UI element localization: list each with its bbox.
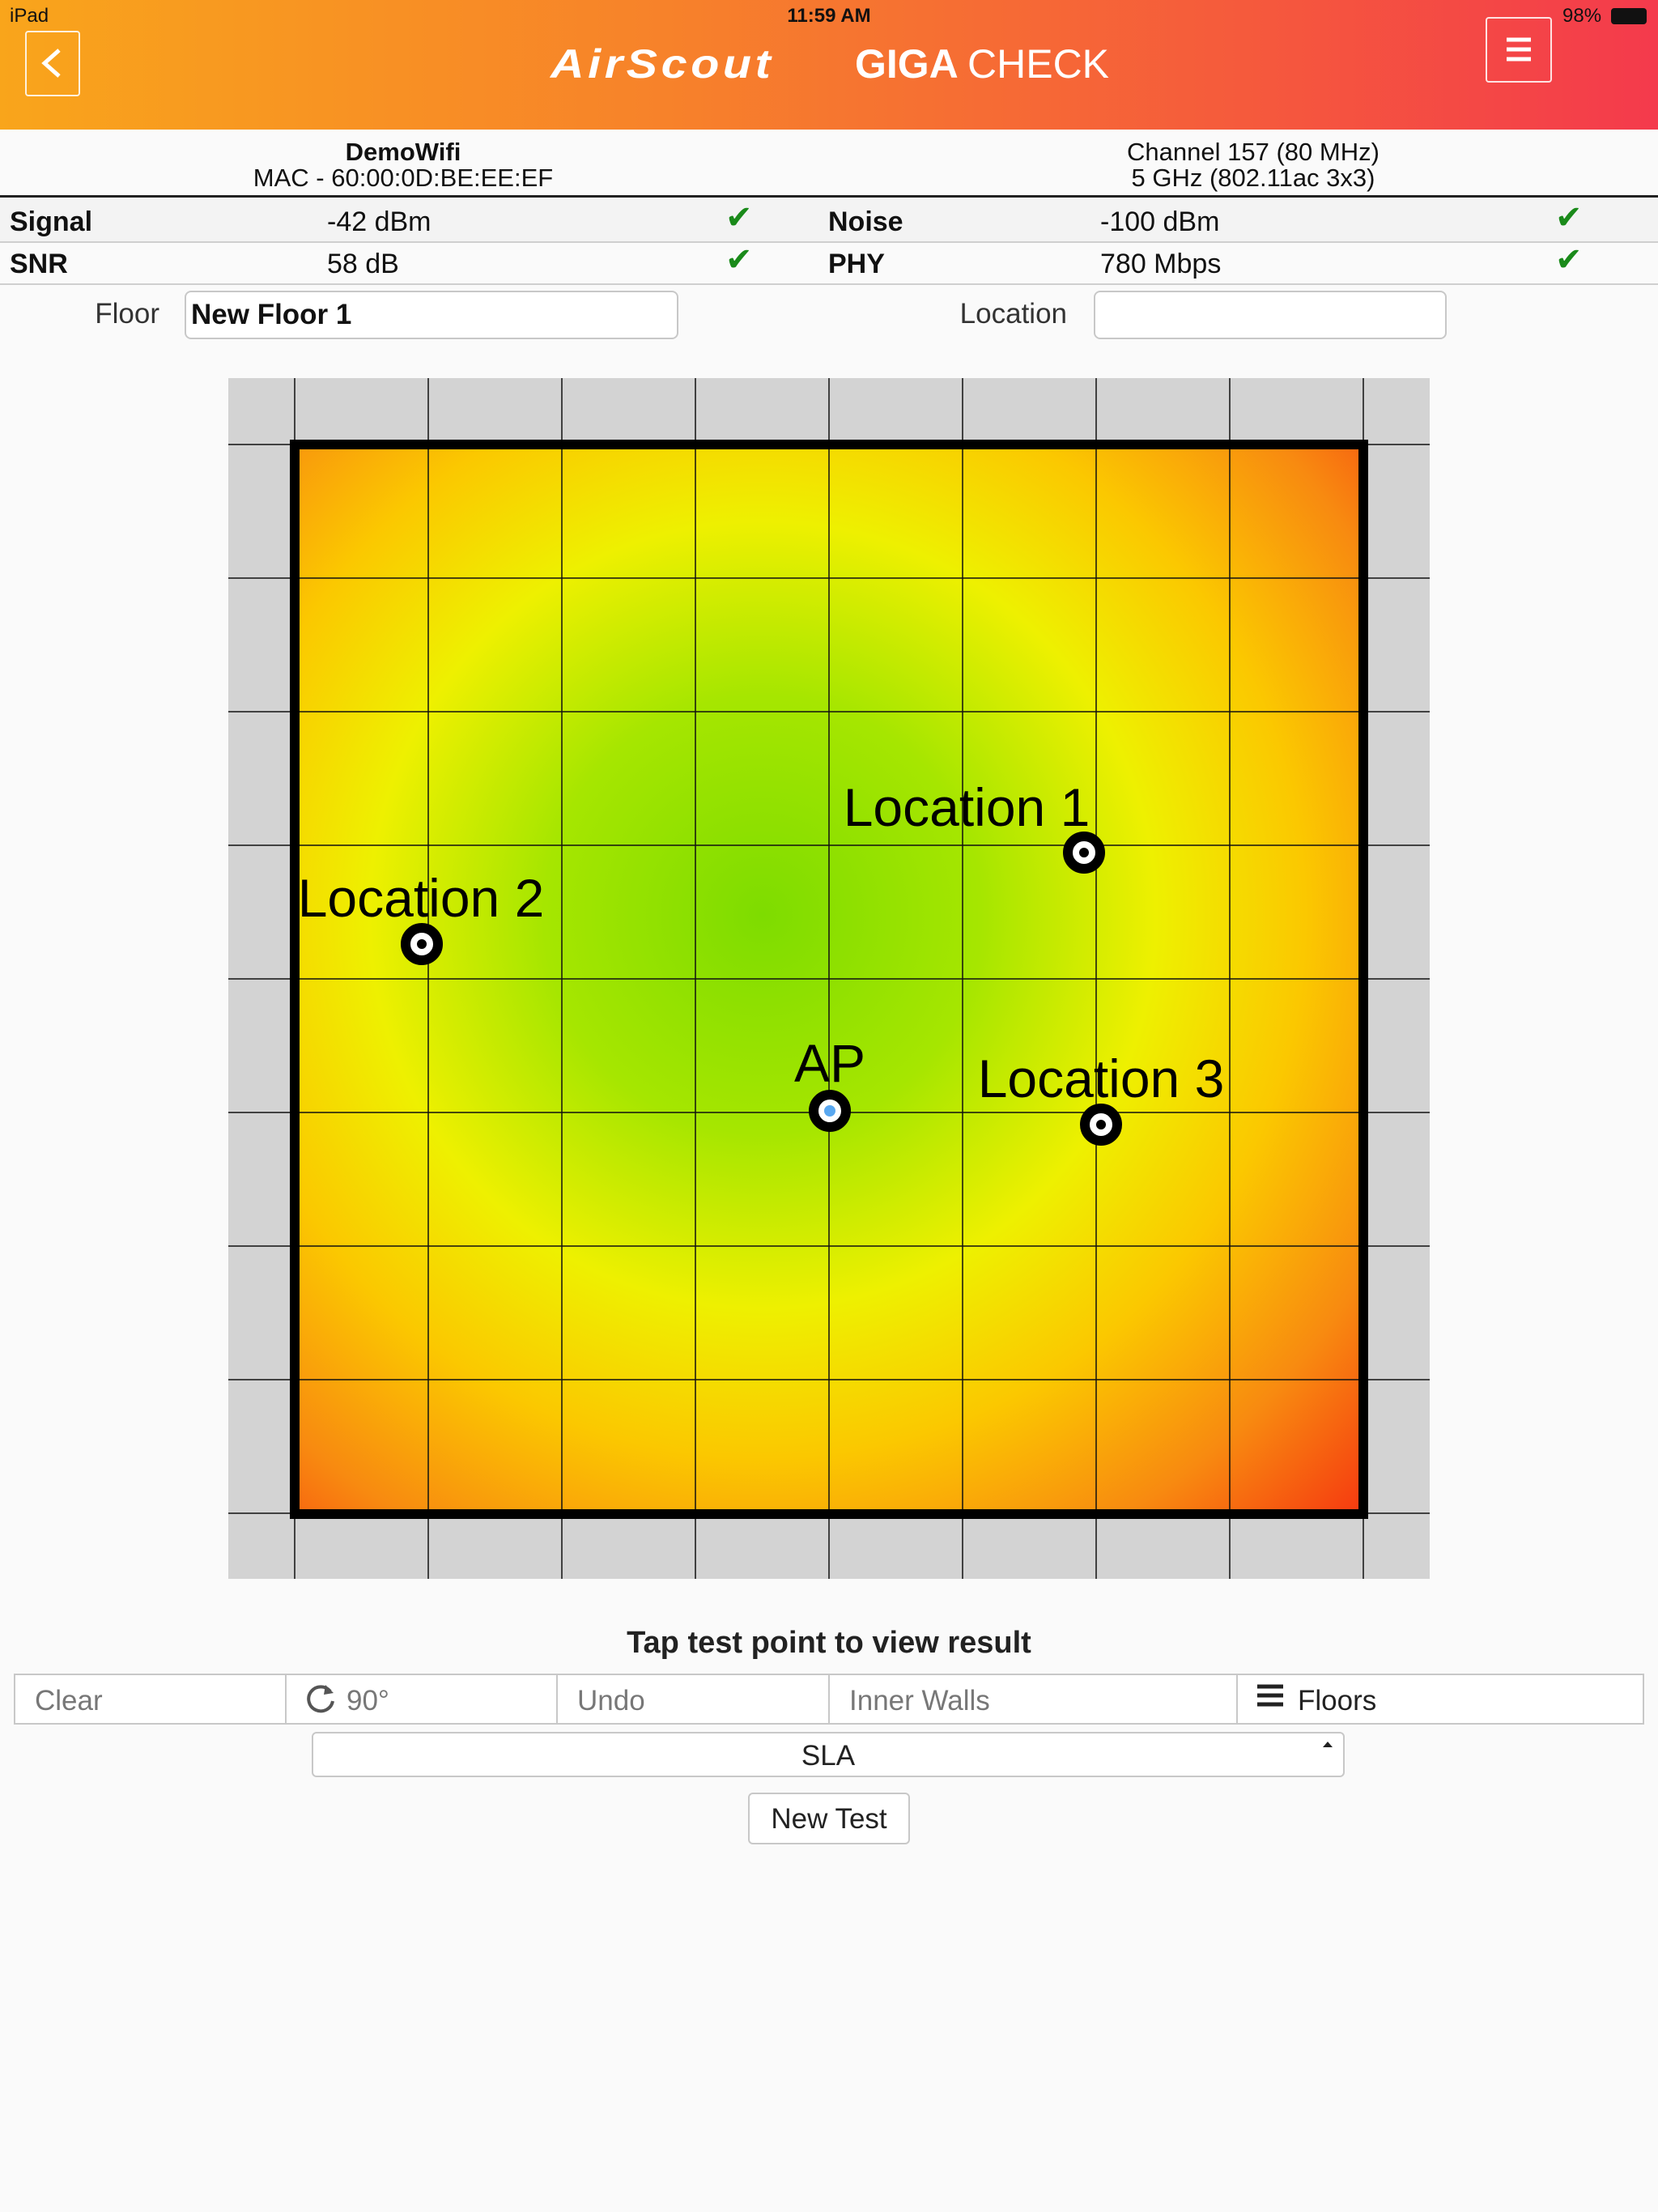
point-dot	[824, 1105, 835, 1117]
channel: Channel 157 (80 MHz)	[1127, 138, 1380, 166]
metric-label: SNR	[10, 249, 68, 279]
divider	[0, 195, 1658, 198]
floors-icon	[1257, 1684, 1283, 1707]
band: 5 GHz (802.11ac 3x3)	[1131, 164, 1375, 192]
floor-input[interactable]: New Floor 1	[185, 291, 678, 339]
metric-value: 780 Mbps	[1100, 249, 1222, 279]
check-icon: ✔	[1555, 200, 1583, 236]
point-dot	[417, 939, 427, 949]
new-test-button[interactable]: New Test	[748, 1793, 910, 1844]
metric-value: -42 dBm	[327, 206, 432, 237]
location-label: Location	[959, 298, 1067, 330]
test-point[interactable]: Location 1	[844, 777, 1105, 874]
sla-select[interactable]: SLA	[312, 1732, 1345, 1777]
check-icon: ✔	[725, 242, 753, 278]
rotate-icon	[307, 1685, 334, 1713]
instruction: Tap test point to view result	[627, 1626, 1031, 1660]
metric-value: -100 dBm	[1100, 206, 1220, 237]
test-point[interactable]: Location 2	[298, 868, 545, 965]
brand-logo: AirScout	[551, 41, 775, 87]
metric-value: 58 dB	[327, 249, 399, 279]
device-name: iPad	[10, 5, 49, 27]
undo-button[interactable]: Undo	[556, 1674, 830, 1725]
point-label: Location 2	[298, 868, 545, 928]
building-outline	[290, 440, 1368, 1519]
product-bold: GIGA	[855, 41, 959, 87]
test-point[interactable]: Location 3	[978, 1049, 1225, 1146]
point-dot	[1079, 848, 1089, 857]
back-button[interactable]	[25, 31, 80, 96]
floor-label: Floor	[95, 298, 159, 330]
metric-label: Signal	[10, 206, 93, 237]
menu-icon	[1507, 37, 1531, 62]
point-label: Location 3	[978, 1049, 1225, 1108]
floor-map: Location 1 Location 2 AP Location 3	[228, 378, 1430, 1579]
floors-button[interactable]: Floors	[1236, 1674, 1644, 1725]
access-point[interactable]: AP	[794, 1033, 865, 1132]
check-icon: ✔	[1555, 242, 1583, 278]
clear-button[interactable]: Clear	[14, 1674, 287, 1725]
battery-icon	[1611, 8, 1647, 24]
inner-walls-button[interactable]: Inner Walls	[828, 1674, 1238, 1725]
point-dot	[1096, 1120, 1106, 1129]
metric-label: PHY	[828, 249, 885, 279]
location-input[interactable]	[1094, 291, 1447, 339]
battery-level: 98%	[1562, 5, 1602, 27]
point-label: Location 1	[844, 777, 1090, 837]
back-icon	[41, 49, 61, 78]
clock: 11:59 AM	[787, 5, 871, 27]
mac-address: MAC - 60:00:0D:BE:EE:EF	[253, 164, 554, 192]
product-light: CHECK	[967, 41, 1110, 87]
point-label: AP	[794, 1033, 865, 1093]
metrics-row	[0, 241, 1658, 285]
check-icon: ✔	[725, 200, 753, 236]
metric-label: Noise	[828, 206, 903, 237]
rotate-button[interactable]: 90°	[285, 1674, 558, 1725]
header-bar: iPad 11:59 AM 98% AirScout GIGA CHECK	[0, 0, 1658, 130]
select-arrow	[1323, 1742, 1333, 1747]
menu-button[interactable]	[1486, 17, 1552, 83]
ssid: DemoWifi	[345, 138, 461, 166]
metrics-row	[0, 199, 1658, 243]
